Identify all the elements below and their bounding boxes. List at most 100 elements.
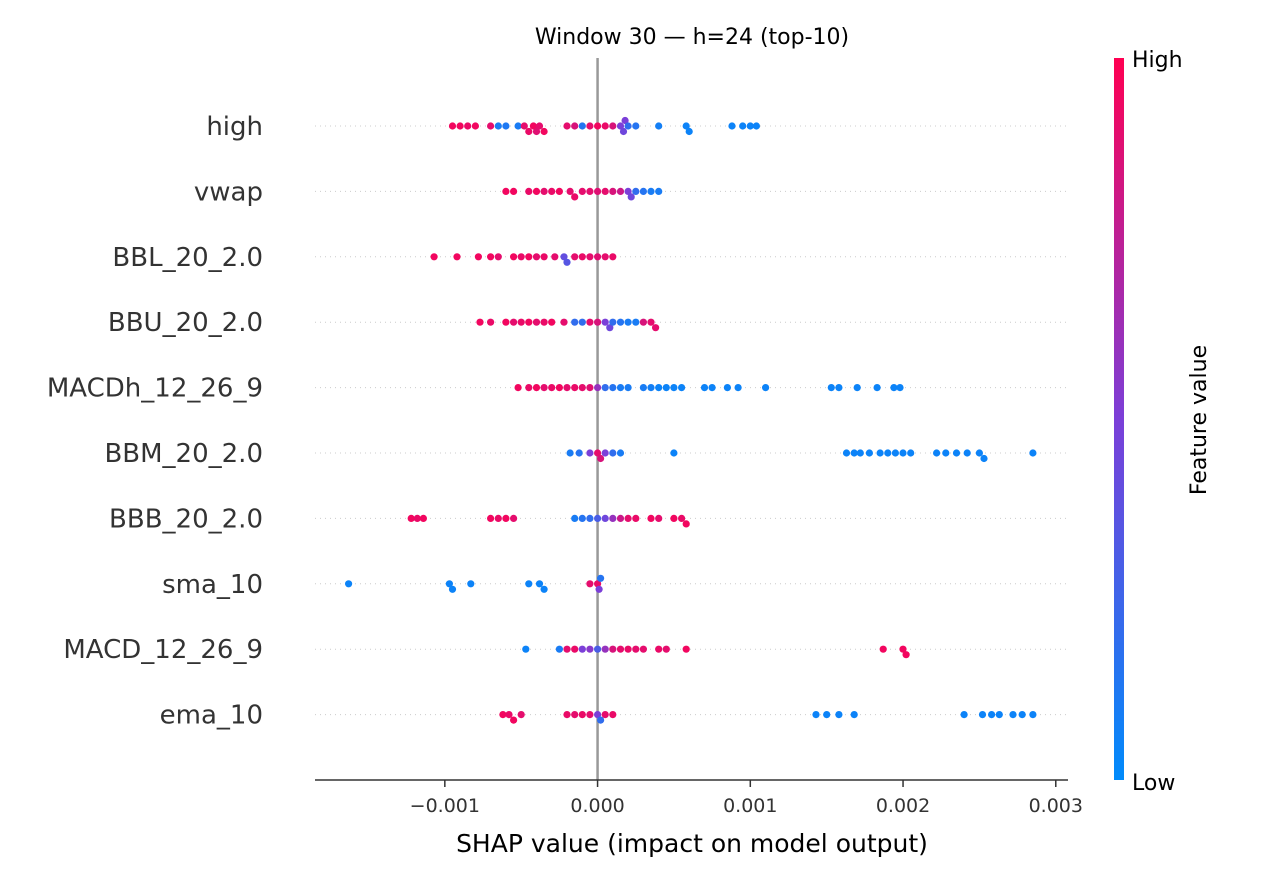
shap-point bbox=[890, 384, 898, 392]
shap-point bbox=[594, 580, 602, 588]
shap-point bbox=[586, 318, 594, 326]
shap-point bbox=[548, 187, 556, 195]
shap-point bbox=[609, 514, 617, 523]
shap-point bbox=[873, 384, 881, 392]
shap-point bbox=[601, 318, 609, 326]
x-axis-label: SHAP value (impact on model output) bbox=[456, 829, 928, 858]
shap-point bbox=[578, 645, 586, 653]
shap-point bbox=[555, 384, 564, 392]
shap-point bbox=[1029, 711, 1037, 719]
shap-point bbox=[624, 384, 632, 392]
shap-point bbox=[812, 711, 820, 719]
shap-point bbox=[752, 122, 761, 130]
x-tick-label: 0.002 bbox=[876, 795, 930, 817]
shap-point bbox=[616, 122, 625, 130]
shap-point bbox=[517, 318, 525, 326]
shap-point bbox=[655, 187, 663, 195]
shap-point bbox=[563, 258, 571, 266]
shap-point bbox=[540, 585, 548, 593]
shap-point bbox=[555, 187, 564, 195]
shap-point bbox=[509, 514, 518, 523]
feature-label: high bbox=[206, 112, 263, 142]
shap-point bbox=[476, 318, 484, 326]
shap-point bbox=[487, 253, 495, 261]
shap-point bbox=[682, 520, 690, 528]
x-tick-label: 0.003 bbox=[1029, 795, 1083, 817]
shap-point bbox=[609, 449, 617, 457]
shap-point bbox=[624, 318, 632, 326]
shap-point bbox=[655, 384, 663, 392]
feature-label: BBU_20_2.0 bbox=[108, 308, 263, 338]
shap-point bbox=[601, 449, 609, 457]
shap-point bbox=[842, 449, 851, 457]
shap-point bbox=[494, 514, 502, 523]
shap-point bbox=[571, 711, 579, 719]
shap-point bbox=[652, 324, 660, 332]
shap-point bbox=[571, 193, 579, 201]
shap-point bbox=[609, 187, 617, 195]
feature-label: sma_10 bbox=[162, 570, 263, 600]
shap-point bbox=[835, 384, 843, 392]
shap-point bbox=[609, 384, 617, 392]
shap-point bbox=[517, 253, 525, 261]
shap-point bbox=[856, 449, 864, 457]
shap-point bbox=[594, 449, 602, 457]
shap-point bbox=[571, 384, 579, 392]
shap-point bbox=[586, 580, 594, 588]
shap-point bbox=[823, 711, 831, 719]
shap-point bbox=[509, 187, 518, 195]
colorbar bbox=[1114, 58, 1124, 780]
shap-point bbox=[621, 116, 629, 125]
shap-point bbox=[563, 711, 571, 719]
shap-point bbox=[594, 253, 602, 261]
feature-label: MACDh_12_26_9 bbox=[47, 374, 263, 404]
shap-point bbox=[571, 318, 579, 326]
shap-point bbox=[594, 645, 602, 653]
shap-point bbox=[728, 122, 736, 130]
x-tick-label: −0.001 bbox=[410, 795, 480, 817]
colorbar-low-label: Low bbox=[1132, 771, 1175, 796]
shap-point bbox=[535, 122, 544, 130]
x-tick-label: 0.000 bbox=[570, 795, 624, 817]
shap-point bbox=[601, 711, 609, 719]
shap-point bbox=[517, 711, 525, 719]
shap-point bbox=[762, 384, 770, 392]
shap-point bbox=[597, 574, 605, 582]
shap-point bbox=[548, 318, 556, 326]
colorbar-title: Feature value bbox=[1187, 345, 1212, 495]
shap-point bbox=[586, 187, 594, 195]
shap-point bbox=[525, 187, 533, 195]
shap-point bbox=[594, 122, 602, 130]
shap-point bbox=[532, 384, 541, 392]
shap-point bbox=[448, 585, 457, 593]
shap-point bbox=[586, 645, 594, 653]
shap-point bbox=[975, 449, 984, 457]
shap-point bbox=[502, 122, 510, 130]
shap-point bbox=[529, 122, 538, 130]
shap-point bbox=[540, 187, 548, 195]
shap-point bbox=[850, 449, 858, 457]
shap-point bbox=[578, 253, 586, 261]
shap-point bbox=[456, 122, 464, 130]
shap-point bbox=[520, 122, 528, 130]
shap-point bbox=[896, 384, 904, 392]
shap-point bbox=[746, 122, 754, 130]
shap-point bbox=[647, 187, 655, 195]
shap-point bbox=[609, 711, 617, 719]
shap-point bbox=[647, 384, 655, 392]
shap-point bbox=[879, 645, 887, 653]
shap-point bbox=[678, 514, 686, 523]
shap-point bbox=[827, 384, 835, 392]
shap-point bbox=[988, 711, 996, 719]
shap-point bbox=[555, 645, 564, 653]
shap-point bbox=[430, 253, 438, 261]
shap-point bbox=[655, 514, 663, 523]
shap-point bbox=[624, 645, 632, 653]
shap-point bbox=[494, 253, 502, 261]
shap-point bbox=[933, 449, 941, 457]
feature-label: BBM_20_2.0 bbox=[104, 439, 263, 469]
shap-point bbox=[902, 651, 910, 659]
shap-point bbox=[509, 318, 518, 326]
shap-point bbox=[595, 585, 603, 593]
shap-point bbox=[616, 449, 625, 457]
